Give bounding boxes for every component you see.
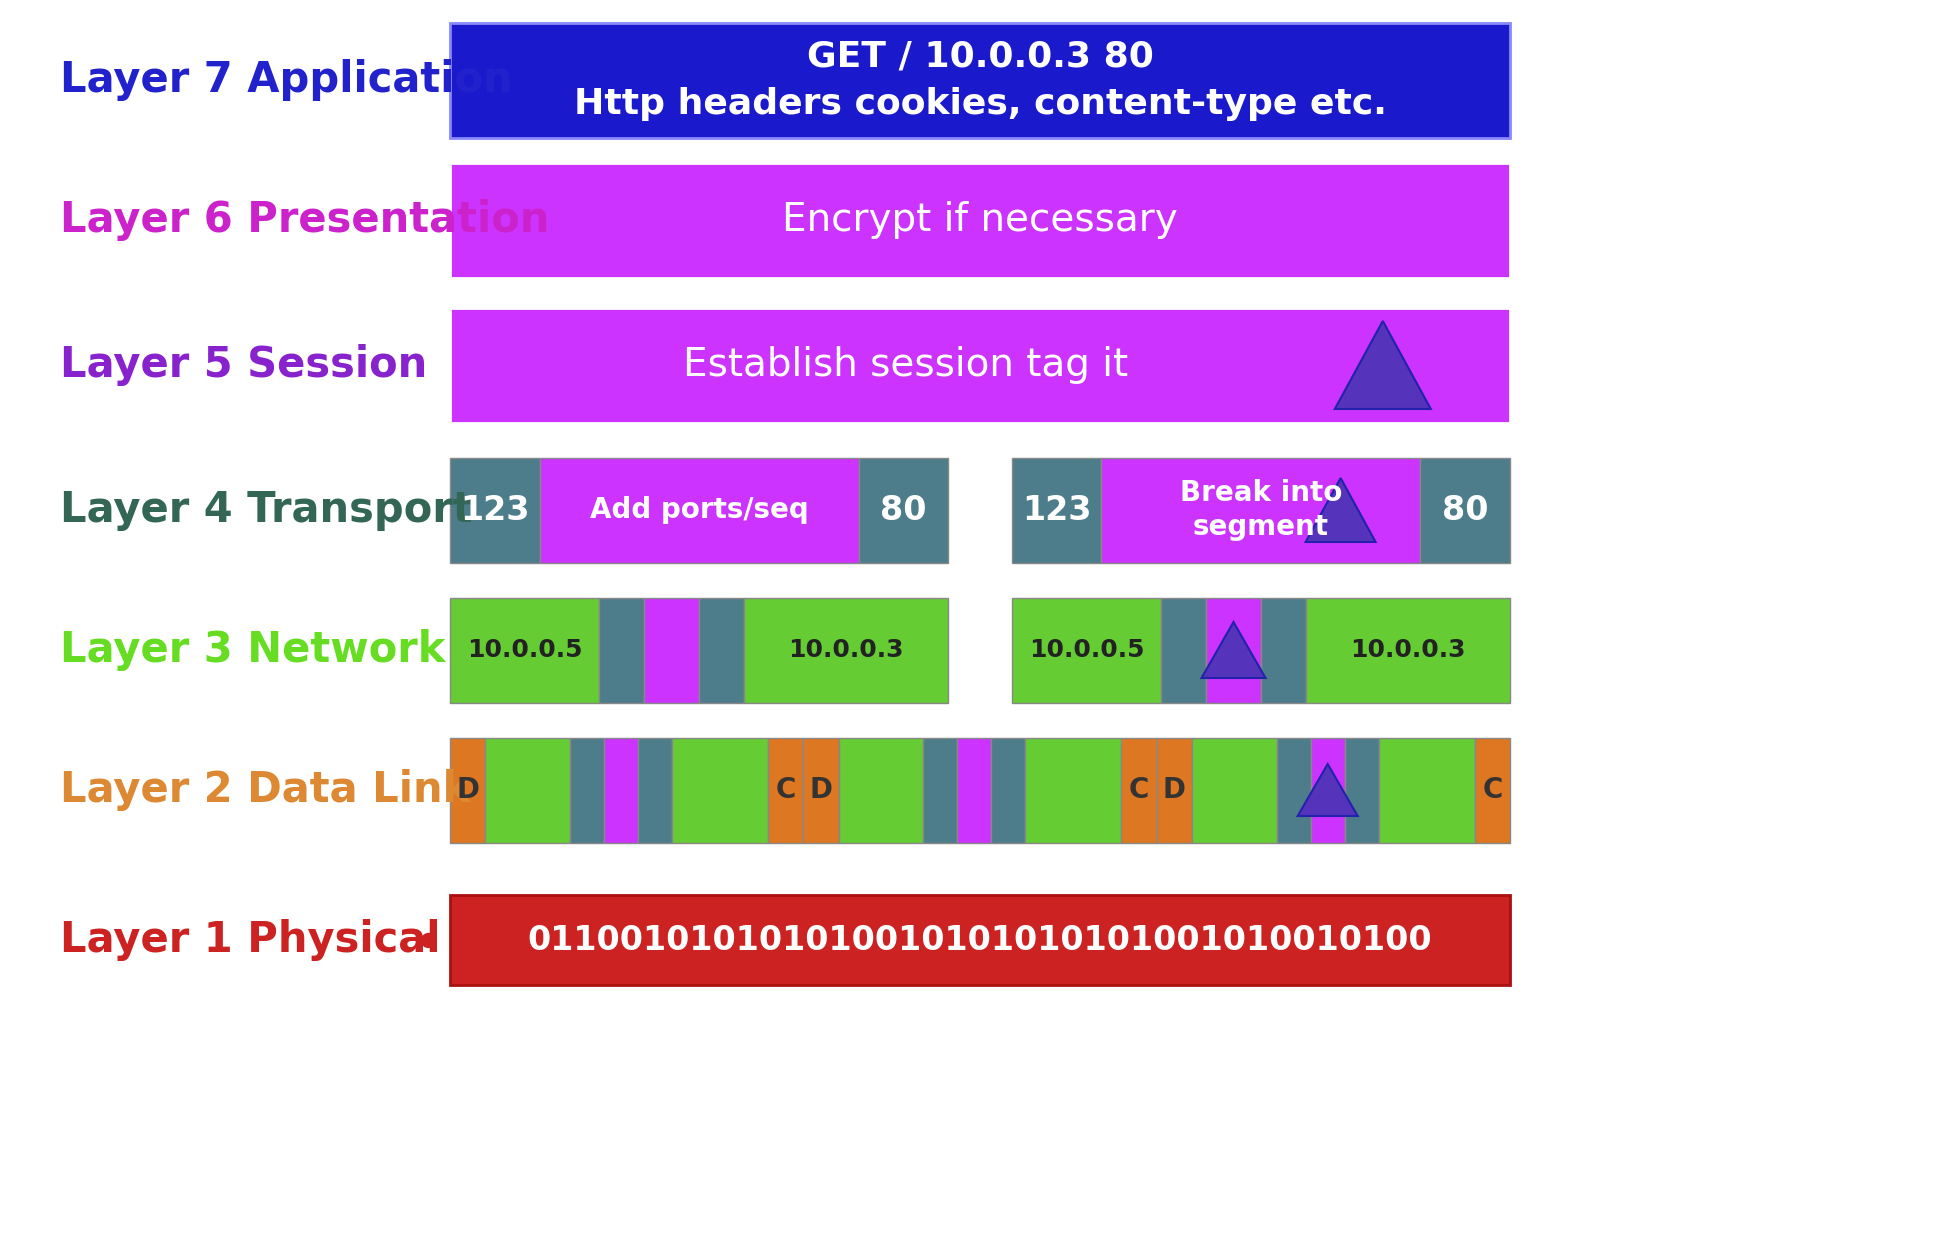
Bar (644, 598, 700, 703)
Bar (1012, 598, 1162, 703)
Bar (1012, 458, 1102, 563)
Bar (450, 22, 1509, 137)
Text: GET / 10.0.0.3 80
Http headers cookies, content-type etc.: GET / 10.0.0.3 80 Http headers cookies, … (573, 39, 1386, 121)
Text: C: C (776, 776, 796, 804)
Bar (673, 738, 768, 842)
Bar (1026, 738, 1121, 842)
Bar (1379, 738, 1474, 842)
Bar (450, 738, 486, 842)
Bar (1306, 598, 1509, 703)
Bar (1162, 598, 1207, 703)
Text: Layer 5 Session: Layer 5 Session (60, 344, 427, 386)
Text: Add ports/seq: Add ports/seq (589, 495, 809, 524)
Text: 10.0.0.3: 10.0.0.3 (788, 638, 903, 661)
Text: 10.0.0.5: 10.0.0.5 (466, 638, 583, 661)
Text: Layer 1 Physical: Layer 1 Physical (60, 919, 441, 961)
Bar (1474, 738, 1509, 842)
Text: 10.0.0.5: 10.0.0.5 (1030, 638, 1145, 661)
Bar (1277, 738, 1310, 842)
Bar (991, 738, 1026, 842)
Bar (540, 458, 858, 563)
Bar (1207, 598, 1262, 703)
Bar (450, 598, 599, 703)
Polygon shape (1297, 764, 1357, 816)
Bar (768, 738, 803, 842)
Bar (1191, 738, 1277, 842)
Text: Layer 6 Presentation: Layer 6 Presentation (60, 198, 550, 241)
Text: D: D (1162, 776, 1186, 804)
Text: C: C (1129, 776, 1149, 804)
Text: D: D (456, 776, 480, 804)
Bar (450, 458, 540, 563)
Bar (450, 307, 1509, 423)
Text: Layer 3 Network: Layer 3 Network (60, 629, 445, 671)
Bar (957, 738, 991, 842)
Text: Encrypt if necessary: Encrypt if necessary (782, 201, 1178, 240)
Bar (486, 738, 569, 842)
Text: 10.0.0.3: 10.0.0.3 (1349, 638, 1466, 661)
Text: 011001010101010010101010101001010010100: 011001010101010010101010101001010010100 (528, 924, 1433, 956)
Bar (450, 895, 1509, 985)
Polygon shape (1201, 622, 1266, 678)
Bar (858, 458, 948, 563)
Bar (1310, 738, 1346, 842)
Text: Layer 4 Transport: Layer 4 Transport (60, 489, 472, 530)
Text: 123: 123 (1022, 493, 1092, 527)
Bar (569, 738, 604, 842)
Polygon shape (1306, 478, 1375, 542)
Bar (1156, 738, 1191, 842)
Text: Layer 2 Data Link: Layer 2 Data Link (60, 769, 470, 811)
Bar (1262, 598, 1307, 703)
Bar (604, 738, 638, 842)
Bar (450, 162, 1509, 277)
Bar (1346, 738, 1379, 842)
Text: Break into
segment: Break into segment (1180, 479, 1342, 542)
Bar (924, 738, 957, 842)
Text: Establish session tag it: Establish session tag it (682, 346, 1129, 384)
Bar (638, 738, 673, 842)
Text: 80: 80 (1441, 493, 1488, 527)
Text: 80: 80 (879, 493, 926, 527)
Bar (700, 598, 745, 703)
Bar (838, 738, 924, 842)
Bar (1420, 458, 1509, 563)
Bar (599, 598, 644, 703)
Text: D: D (809, 776, 833, 804)
Bar (1121, 738, 1156, 842)
Polygon shape (1336, 321, 1431, 409)
Bar (745, 598, 948, 703)
Bar (1102, 458, 1420, 563)
Text: Layer 7 Application: Layer 7 Application (60, 59, 513, 101)
Text: 123: 123 (460, 493, 530, 527)
Text: C: C (1482, 776, 1503, 804)
Bar (803, 738, 838, 842)
